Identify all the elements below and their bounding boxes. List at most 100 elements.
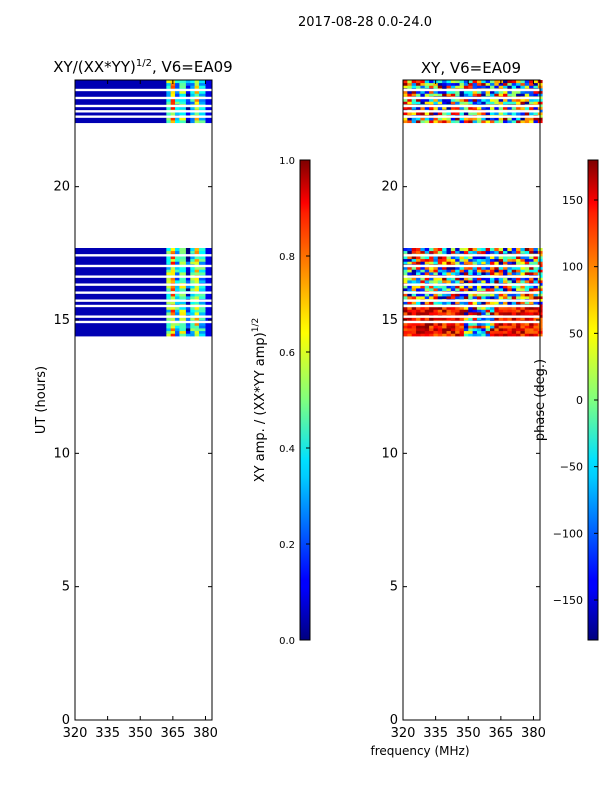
heatmap-cell	[429, 296, 434, 300]
heatmap-cell	[450, 98, 456, 102]
heatmap-cell	[476, 272, 482, 276]
heatmap-cell	[190, 280, 196, 284]
heatmap-cell	[459, 301, 465, 305]
heatmap-cell	[533, 285, 539, 289]
heatmap-cell	[524, 296, 530, 300]
heatmap-cell	[533, 258, 539, 262]
heatmap-cell	[437, 322, 443, 326]
heatmap-cell	[429, 90, 434, 94]
heatmap-cell	[175, 269, 180, 273]
heatmap-cell	[198, 285, 206, 289]
y-tick-label: 0	[390, 713, 398, 728]
y-tick-label: 0	[62, 713, 70, 728]
heatmap-cell	[516, 322, 521, 326]
heatmap-cell	[468, 269, 473, 273]
heatmap-cell	[472, 333, 478, 337]
heatmap-cell	[416, 306, 421, 310]
heatmap-cell	[468, 82, 473, 86]
heatmap-cell	[520, 269, 526, 273]
heatmap-cell	[468, 248, 473, 252]
heatmap-cell	[472, 280, 478, 284]
heatmap-cell	[489, 117, 495, 121]
heatmap-cell	[459, 261, 465, 265]
heatmap-cell	[205, 80, 213, 84]
heatmap-cell	[175, 250, 180, 254]
heatmap-cell	[424, 317, 430, 321]
heatmap-cell	[194, 301, 200, 305]
heatmap-cell	[507, 90, 513, 94]
heatmap-cell	[481, 285, 487, 289]
heatmap-cell	[533, 117, 539, 121]
heatmap-cell	[175, 285, 180, 289]
gap-row	[403, 264, 540, 268]
heatmap-cell	[463, 293, 469, 297]
heatmap-cell	[472, 80, 478, 84]
heatmap-cell	[524, 280, 530, 284]
heatmap-cell	[429, 330, 434, 334]
heatmap-cell	[476, 280, 482, 284]
heatmap-cell	[205, 261, 213, 265]
heatmap-cell	[166, 98, 172, 102]
heatmap-cell	[166, 285, 172, 289]
heatmap-cell	[433, 82, 439, 86]
heatmap-cell	[416, 80, 421, 84]
heatmap-cell	[481, 312, 487, 316]
heatmap-cell	[446, 325, 452, 329]
heatmap-cell	[481, 112, 487, 116]
heatmap-cell	[498, 288, 504, 292]
gap-row	[403, 304, 540, 308]
heatmap-cell	[420, 80, 426, 84]
heatmap-cell	[498, 101, 504, 105]
colorbar-tick-label: 1.0	[279, 156, 295, 167]
heatmap-cell	[489, 301, 495, 305]
heatmap-cell	[170, 258, 176, 262]
heatmap-cell	[166, 312, 172, 316]
heatmap-cell	[442, 325, 447, 329]
heatmap-cell	[489, 80, 495, 84]
heatmap-cell	[179, 117, 187, 121]
heatmap-cell	[170, 106, 176, 110]
heatmap-cell	[524, 266, 530, 270]
heatmap-cell	[416, 330, 421, 334]
heatmap-cell	[507, 317, 513, 321]
heatmap-cell	[190, 285, 196, 289]
heatmap-cell	[194, 328, 200, 332]
heatmap-cell	[476, 85, 482, 89]
heatmap-cell	[524, 90, 530, 94]
heatmap-cell	[503, 301, 508, 305]
heatmap-cell	[485, 285, 491, 289]
heatmap-cell	[481, 101, 487, 105]
heatmap-cell	[472, 85, 478, 89]
heatmap-cell	[494, 256, 500, 260]
gap-row	[75, 115, 212, 118]
heatmap-cell	[433, 280, 439, 284]
heatmap-cell	[205, 277, 213, 281]
heatmap-cell	[533, 293, 539, 297]
heatmap-cell	[516, 333, 521, 337]
heatmap-cell	[516, 80, 521, 84]
heatmap-cell	[489, 261, 495, 265]
heatmap-cell	[503, 330, 508, 334]
heatmap-cell	[175, 117, 180, 121]
heatmap-cell	[166, 330, 172, 334]
heatmap-cell	[185, 98, 191, 102]
heatmap-cell	[407, 301, 413, 305]
heatmap-cell	[175, 266, 180, 270]
heatmap-cell	[520, 112, 526, 116]
heatmap-cell	[416, 266, 421, 270]
heatmap-cell	[503, 120, 508, 124]
heatmap-cell	[429, 333, 434, 337]
heatmap-cell	[516, 285, 521, 289]
gap-row	[75, 104, 212, 108]
heatmap-cell	[403, 293, 408, 297]
heatmap-cell	[437, 301, 443, 305]
heatmap-cell	[503, 80, 508, 84]
heatmap-cell	[472, 250, 478, 254]
heatmap-cell	[185, 112, 191, 116]
heatmap-cell	[485, 112, 491, 116]
heatmap-cell	[75, 325, 167, 329]
heatmap-cell	[463, 330, 469, 334]
heatmap-cell	[75, 98, 167, 102]
heatmap-cell	[511, 101, 517, 105]
heatmap-cell	[511, 333, 517, 337]
